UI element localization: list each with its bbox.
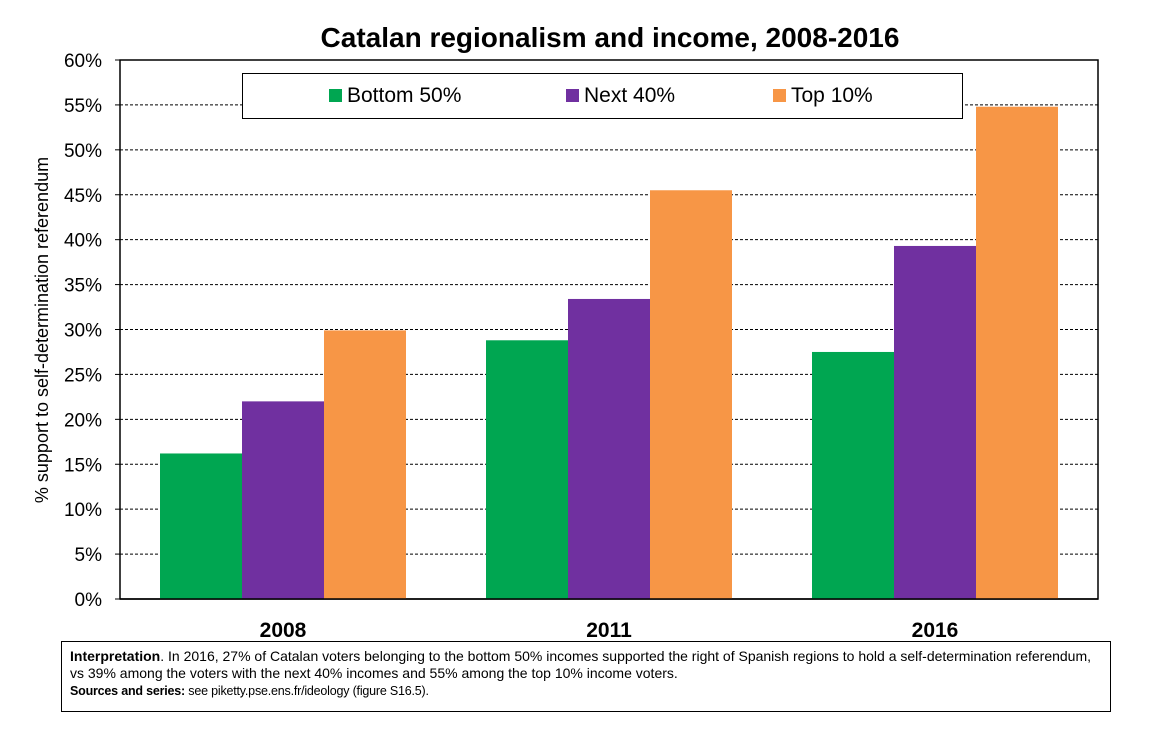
chart-title: Catalan regionalism and income, 2008-201… [320,22,900,53]
y-tick-label-25: 25% [64,365,102,386]
y-tick-label-50: 50% [64,141,102,162]
interpretation-text: . In 2016, 27% of Catalan voters belongi… [70,648,1092,681]
y-axis-label: % support to self-determination referend… [32,156,52,504]
legend-item-top-10: Top 10% [773,84,873,108]
y-tick-label-40: 40% [64,231,102,252]
legend-item-bottom-50: Bottom 50% [329,84,461,108]
bar-next-40-2008 [242,401,324,599]
legend-swatch-top-10 [773,89,786,102]
sources-text: see piketty.pse.ens.fr/ideology (figure … [185,684,429,698]
legend-swatch-bottom-50 [329,89,342,102]
interpretation-label: Interpretation [70,648,161,664]
y-tick-label-5: 5% [75,545,103,566]
y-tick-label-35: 35% [64,276,102,297]
legend-item-next-40: Next 40% [566,84,675,108]
legend: Bottom 50% Next 40% Top 10% [242,73,963,119]
legend-label-bottom-50: Bottom 50% [347,84,462,107]
bar-top-10-2016 [976,106,1058,600]
y-tick-label-45: 45% [64,186,102,207]
y-tick-label-10: 10% [64,500,102,521]
bar-next-40-2016 [894,245,976,599]
y-tick-label-20: 20% [64,410,102,431]
x-tick-label-2011: 2011 [586,619,632,640]
y-tick-label-55: 55% [64,96,102,117]
bar-bottom-50-2016 [812,351,894,599]
legend-swatch-next-40 [566,89,579,102]
bar-top-10-2008 [324,330,406,599]
interpretation-note: Interpretation. In 2016, 27% of Catalan … [61,641,1111,712]
sources-label: Sources and series: [70,684,186,698]
y-tick-label-60: 60% [64,51,102,72]
bar-bottom-50-2011 [486,340,568,599]
y-tick-label-15: 15% [64,455,102,476]
legend-label-next-40: Next 40% [584,84,676,107]
x-tick-label-2008: 2008 [260,619,307,640]
legend-label-top-10: Top 10% [791,84,873,107]
y-tick-label-30: 30% [64,321,102,342]
x-tick-label-2016: 2016 [912,619,959,640]
plot-area: 0% 5% 10% 15% 20% 25% 30% 35% 40% 45% 50% 55% 60% 200… [64,51,1099,640]
bar-next-40-2011 [568,298,650,599]
bar-bottom-50-2008 [160,453,242,599]
y-tick-label-0: 0% [75,590,103,611]
bar-top-10-2011 [650,190,732,599]
